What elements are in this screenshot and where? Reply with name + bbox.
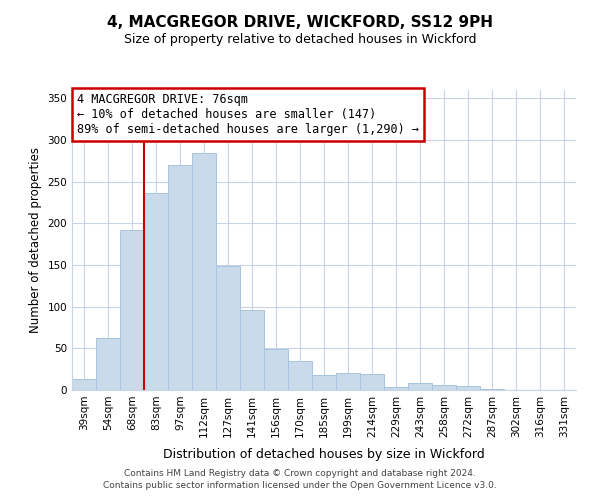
Bar (240, 310, 264, 390)
Text: 4 MACGREGOR DRIVE: 76sqm
← 10% of detached houses are smaller (147)
89% of semi-: 4 MACGREGOR DRIVE: 76sqm ← 10% of detach… (77, 93, 419, 136)
Bar (336, 374, 360, 390)
Bar (72, 379, 96, 390)
Bar (312, 375, 336, 390)
Bar (456, 386, 480, 390)
Bar (432, 385, 456, 390)
Bar (120, 230, 144, 390)
Text: Size of property relative to detached houses in Wickford: Size of property relative to detached ho… (124, 32, 476, 46)
Text: Contains public sector information licensed under the Open Government Licence v3: Contains public sector information licen… (103, 481, 497, 490)
Bar (264, 349, 288, 390)
Bar (216, 266, 240, 390)
Bar (144, 192, 168, 390)
Bar (168, 165, 192, 390)
Text: Contains HM Land Registry data © Crown copyright and database right 2024.: Contains HM Land Registry data © Crown c… (124, 468, 476, 477)
Bar (360, 374, 384, 390)
Bar (288, 361, 312, 390)
Bar (480, 389, 504, 390)
X-axis label: Distribution of detached houses by size in Wickford: Distribution of detached houses by size … (163, 448, 485, 461)
Bar (192, 154, 216, 390)
Y-axis label: Number of detached properties: Number of detached properties (29, 147, 42, 333)
Bar (408, 384, 432, 390)
Bar (96, 338, 120, 390)
Bar (384, 386, 408, 390)
Text: 4, MACGREGOR DRIVE, WICKFORD, SS12 9PH: 4, MACGREGOR DRIVE, WICKFORD, SS12 9PH (107, 15, 493, 30)
